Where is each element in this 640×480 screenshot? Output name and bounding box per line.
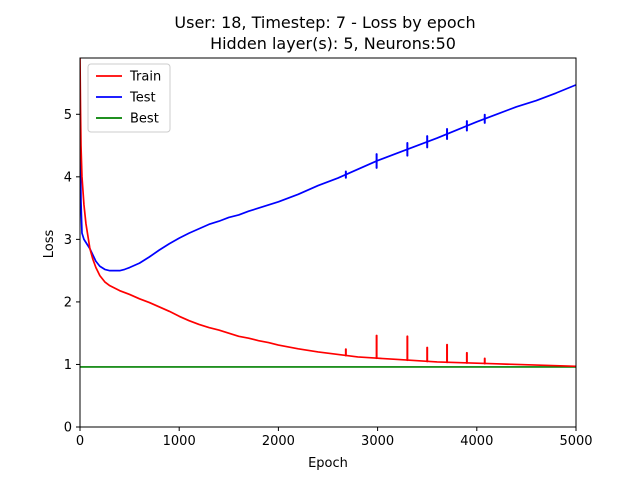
x-tick-label: 1000 xyxy=(163,434,196,449)
x-tick-label: 0 xyxy=(76,434,84,449)
y-tick-label: 2 xyxy=(64,295,72,310)
x-axis-label: Epoch xyxy=(308,456,348,471)
legend: Train Test Best xyxy=(87,63,171,133)
plot-area xyxy=(80,58,576,368)
chart-title-line2: Hidden layer(s): 5, Neurons:50 xyxy=(210,34,456,53)
y-tick-label: 3 xyxy=(64,233,72,248)
y-tick-label: 4 xyxy=(64,170,72,185)
x-tick-label: 3000 xyxy=(361,434,394,449)
y-tick-label: 5 xyxy=(64,108,72,123)
x-tick-label: 4000 xyxy=(460,434,493,449)
y-axis-label: Loss xyxy=(42,230,57,259)
legend-label-train: Train xyxy=(129,70,161,85)
x-tick-label: 2000 xyxy=(262,434,295,449)
legend-label-best: Best xyxy=(130,112,159,127)
legend-box xyxy=(87,63,171,133)
legend-label-test: Test xyxy=(129,91,156,106)
axes: 0 1000 2000 3000 4000 5000 0 1 2 3 4 5 xyxy=(64,57,593,449)
chart-title-line1: User: 18, Timestep: 7 - Loss by epoch xyxy=(174,13,475,32)
y-tick-label: 0 xyxy=(64,421,72,436)
plot-frame xyxy=(79,57,577,428)
x-tick-label: 5000 xyxy=(559,434,592,449)
y-tick-label: 1 xyxy=(64,358,72,373)
